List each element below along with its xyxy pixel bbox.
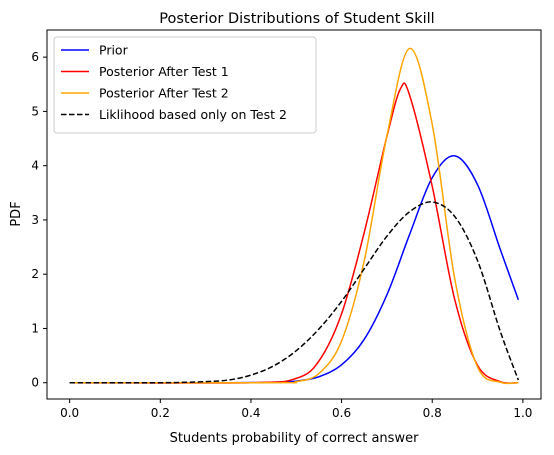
series-line-2 <box>69 82 519 384</box>
legend-box <box>53 36 317 134</box>
plot-frame <box>46 29 542 400</box>
x-tick-label: 0.2 <box>151 406 170 420</box>
y-tick-label: 3 <box>31 213 39 227</box>
legend-label: Prior <box>99 43 129 58</box>
chart-title: Posterior Distributions of Student Skill <box>159 11 434 27</box>
y-tick-label: 6 <box>31 50 39 64</box>
legend-label: Posterior After Test 1 <box>99 64 229 79</box>
x-tick-label: 0.6 <box>332 406 351 420</box>
y-tick-label: 5 <box>31 104 39 118</box>
series-line-3 <box>69 47 519 385</box>
y-tick-label: 1 <box>31 321 39 335</box>
x-axis: 0.0 0.2 0.4 0.6 0.8 1.0 <box>60 399 532 420</box>
y-axis-label: PDF <box>9 201 24 226</box>
legend-label: Posterior After Test 2 <box>99 86 229 101</box>
x-tick-label: 1.0 <box>513 406 532 420</box>
y-tick-label: 2 <box>31 267 39 281</box>
y-tick-label: 4 <box>31 159 39 173</box>
x-axis-label: Students probability of correct answer <box>170 431 419 446</box>
series-line-4 <box>69 201 520 384</box>
plot-lines <box>69 47 520 385</box>
y-axis: 0 1 2 3 4 5 6 <box>31 50 47 390</box>
legend-label: Liklihood based only on Test 2 <box>99 107 287 122</box>
x-tick-label: 0.0 <box>60 406 79 420</box>
legend: Prior Posterior After Test 1 Posterior Aft… <box>53 36 317 134</box>
x-tick-label: 0.4 <box>241 406 260 420</box>
x-tick-label: 0.8 <box>423 406 442 420</box>
y-tick-label: 0 <box>31 376 39 390</box>
